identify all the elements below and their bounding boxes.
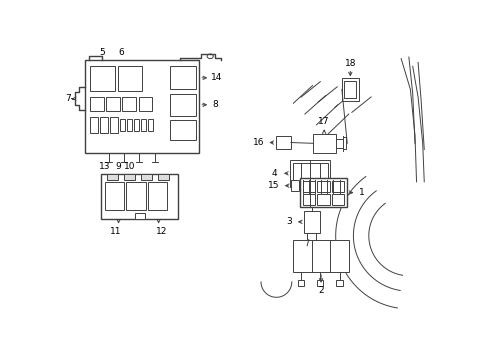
Bar: [126, 182, 145, 210]
Bar: [314, 240, 319, 246]
Text: 17: 17: [318, 117, 329, 126]
Bar: [90, 97, 104, 111]
Bar: [170, 66, 196, 89]
Bar: [147, 182, 167, 210]
Bar: [317, 194, 329, 205]
Bar: [118, 66, 142, 91]
Bar: [120, 119, 125, 131]
Text: 13: 13: [99, 162, 110, 171]
Bar: [305, 240, 310, 246]
Bar: [293, 239, 348, 272]
Bar: [331, 194, 344, 205]
Bar: [344, 81, 356, 98]
Bar: [341, 78, 358, 101]
Bar: [107, 174, 118, 180]
Bar: [100, 117, 107, 132]
Text: 1: 1: [358, 188, 364, 197]
Bar: [138, 97, 152, 111]
Bar: [304, 211, 319, 233]
Bar: [302, 194, 314, 205]
Text: 16: 16: [252, 138, 264, 147]
Bar: [299, 178, 346, 207]
Bar: [135, 213, 144, 219]
Text: 15: 15: [268, 181, 279, 190]
Bar: [141, 174, 151, 180]
Bar: [297, 280, 304, 286]
Bar: [336, 280, 342, 286]
Text: 8: 8: [211, 100, 217, 109]
Bar: [122, 97, 136, 111]
Bar: [342, 137, 346, 149]
Text: 9: 9: [115, 162, 121, 171]
Bar: [104, 182, 123, 210]
Bar: [317, 280, 323, 286]
Text: 3: 3: [285, 217, 291, 226]
Bar: [147, 119, 153, 131]
Bar: [290, 160, 329, 187]
Bar: [101, 174, 178, 219]
Text: 6: 6: [118, 48, 123, 57]
Bar: [302, 181, 314, 192]
Bar: [290, 180, 298, 191]
Bar: [170, 120, 196, 140]
Text: 18: 18: [344, 59, 355, 68]
Bar: [170, 94, 196, 116]
Text: 11: 11: [109, 228, 121, 237]
Bar: [134, 119, 139, 131]
Bar: [141, 119, 146, 131]
Text: 5: 5: [100, 48, 105, 57]
Text: 7: 7: [65, 94, 71, 103]
Bar: [110, 117, 118, 132]
Text: 4: 4: [271, 169, 277, 178]
Bar: [292, 163, 327, 185]
Bar: [312, 134, 335, 153]
Text: 2: 2: [318, 286, 323, 295]
Bar: [123, 174, 135, 180]
Text: 14: 14: [210, 73, 222, 82]
Bar: [158, 174, 168, 180]
Bar: [90, 66, 115, 91]
Bar: [317, 181, 329, 192]
Bar: [85, 60, 199, 153]
Text: 10: 10: [124, 162, 136, 171]
Bar: [331, 181, 344, 192]
Bar: [106, 97, 120, 111]
Text: 12: 12: [156, 228, 167, 237]
Bar: [275, 136, 290, 149]
Bar: [127, 119, 132, 131]
Bar: [90, 117, 98, 132]
